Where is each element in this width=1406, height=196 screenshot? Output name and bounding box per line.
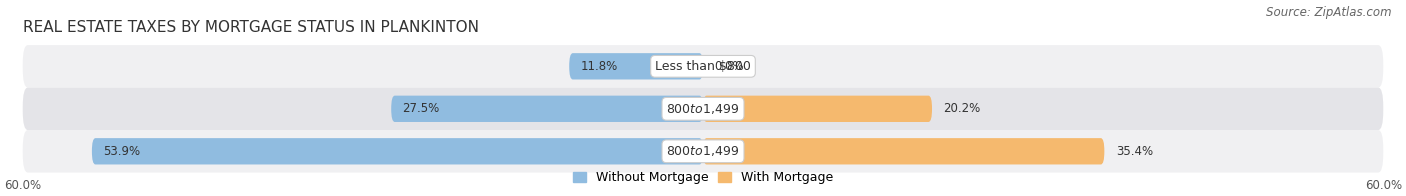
FancyBboxPatch shape — [91, 138, 703, 164]
Text: Source: ZipAtlas.com: Source: ZipAtlas.com — [1267, 6, 1392, 19]
Text: 20.2%: 20.2% — [943, 102, 980, 115]
FancyBboxPatch shape — [22, 45, 1384, 88]
FancyBboxPatch shape — [22, 88, 1384, 130]
Legend: Without Mortgage, With Mortgage: Without Mortgage, With Mortgage — [574, 171, 832, 184]
FancyBboxPatch shape — [569, 53, 703, 80]
Text: 35.4%: 35.4% — [1116, 145, 1153, 158]
Text: 53.9%: 53.9% — [103, 145, 141, 158]
Text: REAL ESTATE TAXES BY MORTGAGE STATUS IN PLANKINTON: REAL ESTATE TAXES BY MORTGAGE STATUS IN … — [22, 20, 478, 35]
FancyBboxPatch shape — [703, 138, 1104, 164]
Text: $800 to $1,499: $800 to $1,499 — [666, 144, 740, 158]
FancyBboxPatch shape — [22, 130, 1384, 172]
Text: 27.5%: 27.5% — [402, 102, 440, 115]
Text: 11.8%: 11.8% — [581, 60, 617, 73]
Text: $800 to $1,499: $800 to $1,499 — [666, 102, 740, 116]
Text: Less than $800: Less than $800 — [655, 60, 751, 73]
FancyBboxPatch shape — [391, 96, 703, 122]
FancyBboxPatch shape — [703, 96, 932, 122]
Text: 0.0%: 0.0% — [714, 60, 744, 73]
